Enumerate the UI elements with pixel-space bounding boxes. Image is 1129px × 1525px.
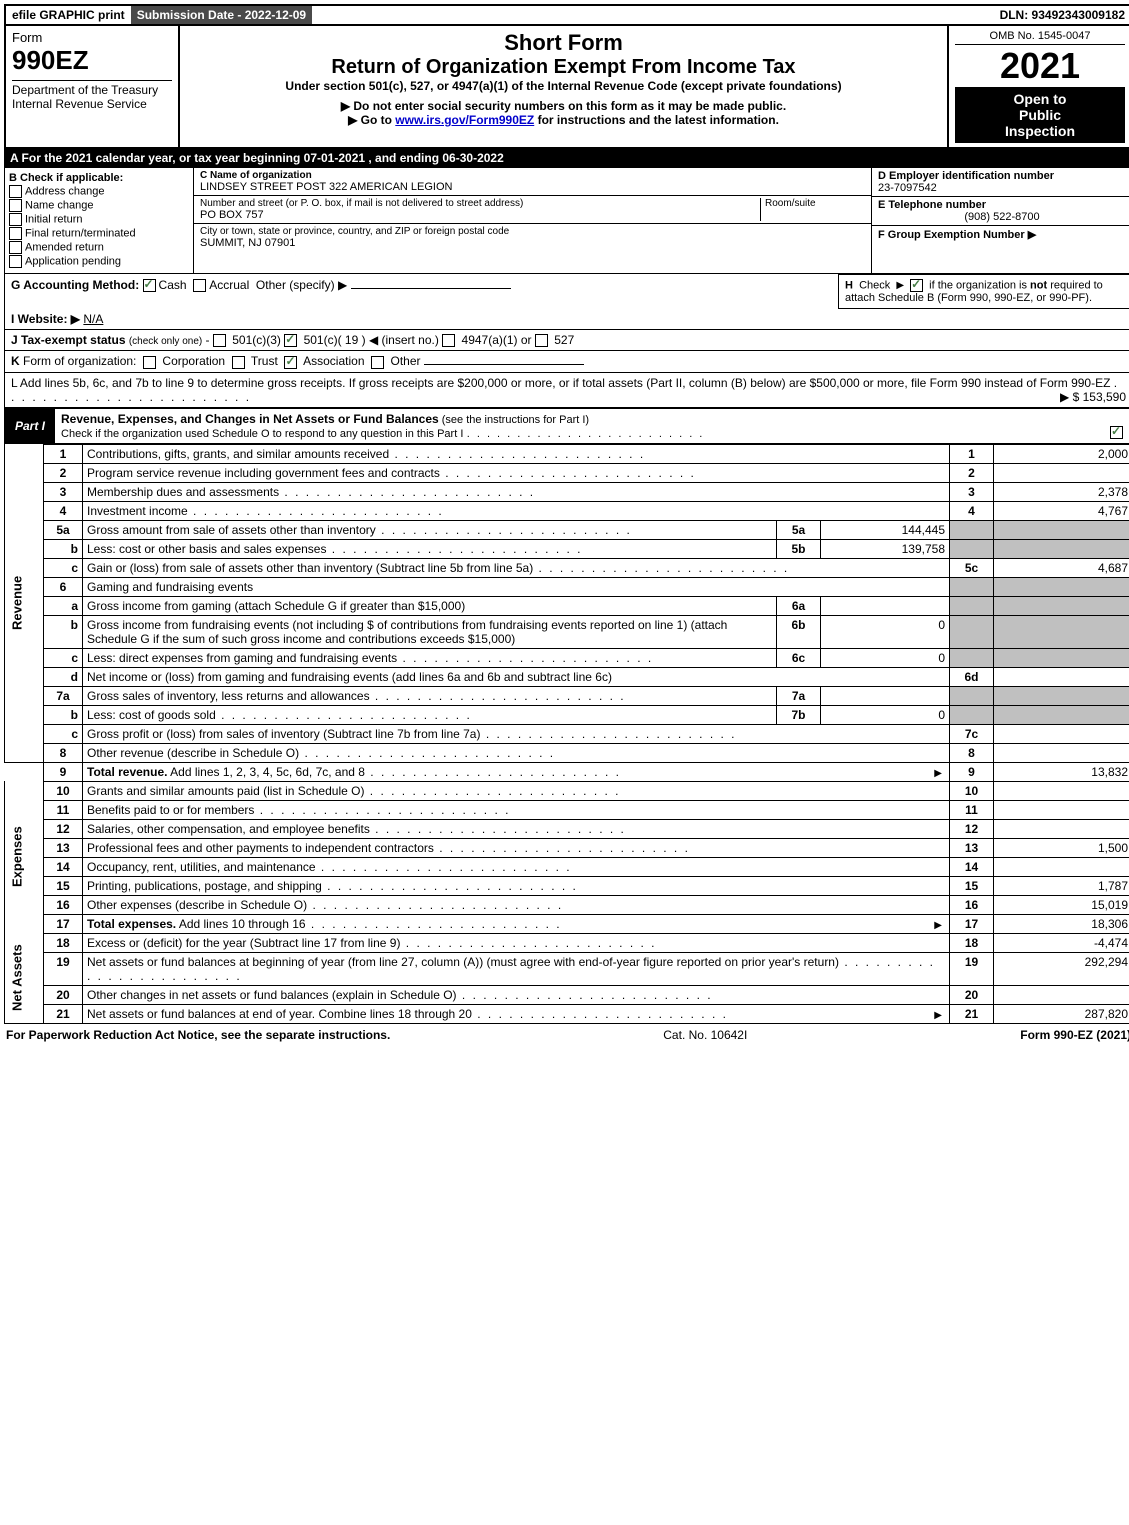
corp-checkbox[interactable] bbox=[143, 356, 156, 369]
amended-return-checkbox[interactable] bbox=[9, 241, 22, 254]
other-org-checkbox[interactable] bbox=[371, 356, 384, 369]
org-name: LINDSEY STREET POST 322 AMERICAN LEGION bbox=[200, 181, 865, 193]
line-7a-value bbox=[821, 686, 950, 705]
box-h: H Check if the organization is not requi… bbox=[838, 274, 1129, 309]
schedule-b-checkbox[interactable] bbox=[910, 279, 923, 292]
line-20-amount bbox=[994, 985, 1129, 1004]
line-14-amount bbox=[994, 857, 1129, 876]
phone: (908) 522-8700 bbox=[878, 211, 1126, 223]
tax-year: 2021 bbox=[955, 45, 1125, 87]
part-1-table: Revenue 1 Contributions, gifts, grants, … bbox=[4, 444, 1129, 1024]
line-6b-value: 0 bbox=[821, 615, 950, 648]
form-title-2: Return of Organization Exempt From Incom… bbox=[186, 56, 941, 79]
line-7b-value: 0 bbox=[821, 705, 950, 724]
line-2-amount bbox=[994, 463, 1129, 482]
ssn-warning: ▶ Do not enter social security numbers o… bbox=[186, 99, 941, 113]
line-18-amount: -4,474 bbox=[994, 933, 1129, 952]
schedule-o-checkbox[interactable] bbox=[1110, 426, 1123, 439]
inspection-box: Open to Public Inspection bbox=[955, 87, 1125, 143]
501c-checkbox[interactable] bbox=[284, 334, 297, 347]
line-12-amount bbox=[994, 819, 1129, 838]
box-c: C Name of organization LINDSEY STREET PO… bbox=[194, 168, 871, 273]
line-15-amount: 1,787 bbox=[994, 876, 1129, 895]
trust-checkbox[interactable] bbox=[232, 356, 245, 369]
ein: 23-7097542 bbox=[878, 182, 1126, 194]
accrual-checkbox[interactable] bbox=[193, 279, 206, 292]
gross-receipts: ▶ $ 153,590 bbox=[1060, 390, 1126, 404]
527-checkbox[interactable] bbox=[535, 334, 548, 347]
revenue-label: Revenue bbox=[5, 444, 44, 762]
line-1-amount: 2,000 bbox=[994, 444, 1129, 463]
line-9-amount: 13,832 bbox=[994, 762, 1129, 781]
net-assets-label: Net Assets bbox=[5, 933, 44, 1023]
addr-change-checkbox[interactable] bbox=[9, 185, 22, 198]
room-suite-label: Room/suite bbox=[760, 198, 865, 221]
line-5a-value: 144,445 bbox=[821, 520, 950, 539]
line-5b-value: 139,758 bbox=[821, 539, 950, 558]
line-13-amount: 1,500 bbox=[994, 838, 1129, 857]
box-k: K Form of organization: Corporation Trus… bbox=[4, 351, 1129, 372]
form-word: Form bbox=[12, 30, 172, 45]
irs-link[interactable]: www.irs.gov/Form990EZ bbox=[395, 113, 534, 127]
gh-row: G Accounting Method: Cash Accrual Other … bbox=[4, 274, 1129, 309]
dln-label: DLN: 93492343009182 bbox=[994, 6, 1129, 24]
box-i: I Website: ▶ N/A bbox=[4, 309, 1129, 330]
4947a1-checkbox[interactable] bbox=[442, 334, 455, 347]
entity-info: B Check if applicable: Address change Na… bbox=[4, 167, 1129, 274]
line-6d-amount bbox=[994, 667, 1129, 686]
box-b: B Check if applicable: Address change Na… bbox=[5, 168, 194, 273]
line-11-amount bbox=[994, 800, 1129, 819]
initial-return-checkbox[interactable] bbox=[9, 213, 22, 226]
irs-label: Internal Revenue Service bbox=[12, 97, 172, 111]
top-bar: efile GRAPHIC print Submission Date - 20… bbox=[4, 4, 1129, 26]
line-17-amount: 18,306 bbox=[994, 914, 1129, 933]
box-j: J Tax-exempt status (check only one) - 5… bbox=[4, 330, 1129, 351]
form-title-1: Short Form bbox=[186, 30, 941, 56]
application-pending-checkbox[interactable] bbox=[9, 255, 22, 268]
name-change-checkbox[interactable] bbox=[9, 199, 22, 212]
form-id-footer: Form 990-EZ (2021) bbox=[1020, 1028, 1129, 1042]
line-7c-amount bbox=[994, 724, 1129, 743]
org-city: SUMMIT, NJ 07901 bbox=[200, 237, 865, 249]
assoc-checkbox[interactable] bbox=[284, 356, 297, 369]
page-footer: For Paperwork Reduction Act Notice, see … bbox=[4, 1024, 1129, 1046]
cash-checkbox[interactable] bbox=[143, 279, 156, 292]
group-exemption-label: F Group Exemption Number ▶ bbox=[878, 229, 1036, 241]
final-return-checkbox[interactable] bbox=[9, 227, 22, 240]
paperwork-notice: For Paperwork Reduction Act Notice, see … bbox=[6, 1028, 390, 1042]
501c3-checkbox[interactable] bbox=[213, 334, 226, 347]
line-21-amount: 287,820 bbox=[994, 1004, 1129, 1023]
line-16-amount: 15,019 bbox=[994, 895, 1129, 914]
line-3-amount: 2,378 bbox=[994, 482, 1129, 501]
section-a: A For the 2021 calendar year, or tax yea… bbox=[4, 149, 1129, 167]
line-19-amount: 292,294 bbox=[994, 952, 1129, 985]
expenses-label: Expenses bbox=[5, 781, 44, 933]
line-8-amount bbox=[994, 743, 1129, 762]
line-10-amount bbox=[994, 781, 1129, 800]
goto-post: for instructions and the latest informat… bbox=[534, 113, 779, 127]
part-1-header: Part I Revenue, Expenses, and Changes in… bbox=[4, 408, 1129, 444]
form-subtitle: Under section 501(c), 527, or 4947(a)(1)… bbox=[186, 79, 941, 93]
line-6c-value: 0 bbox=[821, 648, 950, 667]
box-def: D Employer identification number 23-7097… bbox=[871, 168, 1129, 273]
website-value: N/A bbox=[83, 312, 103, 326]
efile-label[interactable]: efile GRAPHIC print bbox=[6, 6, 131, 24]
omb-number: OMB No. 1545-0047 bbox=[955, 30, 1125, 45]
goto-pre: ▶ Go to bbox=[348, 113, 395, 127]
form-header: Form 990EZ Department of the Treasury In… bbox=[4, 26, 1129, 149]
org-address: PO BOX 757 bbox=[200, 209, 760, 221]
cat-no: Cat. No. 10642I bbox=[663, 1028, 747, 1042]
box-l: L Add lines 5b, 6c, and 7b to line 9 to … bbox=[4, 373, 1129, 408]
form-number: 990EZ bbox=[12, 45, 172, 76]
line-5c-amount: 4,687 bbox=[994, 558, 1129, 577]
dept-label: Department of the Treasury bbox=[12, 83, 172, 97]
line-6a-value bbox=[821, 596, 950, 615]
submission-date: Submission Date - 2022-12-09 bbox=[131, 6, 312, 24]
line-4-amount: 4,767 bbox=[994, 501, 1129, 520]
